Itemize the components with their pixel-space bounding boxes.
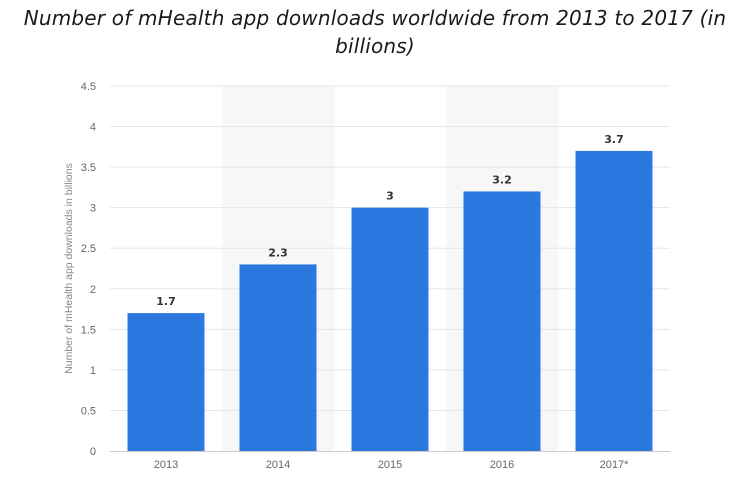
x-tick-label: 2017* [600,459,629,471]
x-tick-label: 2016 [490,459,514,471]
bar-2014[interactable] [239,264,317,451]
y-axis-ticks: 0 0.5 1 1.5 2 2.5 3 3.5 4 4.5 [81,81,96,458]
y-axis-title: Number of mHealth app downloads in billi… [63,163,75,374]
y-tick-label: 0 [90,446,96,458]
y-tick-label: 1 [90,365,96,377]
data-label-2017*: 3.7 [604,133,624,146]
y-tick-label: 4 [90,122,96,134]
y-tick-label: 0.5 [81,405,96,417]
y-tick-label: 1.5 [81,324,96,336]
data-label-2014: 2.3 [268,246,288,259]
data-label-2015: 3 [386,190,394,203]
y-tick-label: 3 [90,203,96,215]
data-label-2013: 1.7 [156,295,176,308]
bars [127,150,653,451]
y-tick-label: 2 [90,284,96,296]
bar-2017*[interactable] [575,150,653,451]
y-tick-label: 2.5 [81,243,96,255]
x-tick-label: 2014 [266,459,290,471]
data-label-2016: 3.2 [492,173,512,186]
data-labels: 1.7 2.3 3 3.2 3.7 [156,133,624,308]
x-tick-label: 2015 [378,459,402,471]
bar-2015[interactable] [351,207,429,451]
y-tick-label: 4.5 [81,81,96,93]
x-tick-label: 2013 [154,459,178,471]
x-axis-ticks: 2013 2014 2015 2016 2017* [154,459,629,471]
bar-2016[interactable] [463,191,541,451]
chart-title: Number of mHealth app downloads worldwid… [23,6,727,58]
y-tick-label: 3.5 [81,162,96,174]
bar-2013[interactable] [127,313,205,451]
